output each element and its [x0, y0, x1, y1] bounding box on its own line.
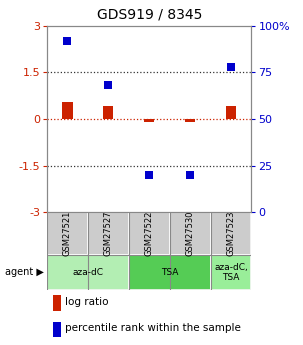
Bar [103, 106, 113, 119]
Bar [62, 102, 72, 119]
Text: GSM27523: GSM27523 [227, 211, 235, 256]
Text: TSA: TSA [161, 268, 178, 277]
Bar [88, 212, 129, 255]
Point [147, 172, 152, 178]
Text: GSM27522: GSM27522 [145, 211, 154, 256]
Bar [47, 212, 88, 255]
Bar [211, 255, 251, 290]
Bar [47, 255, 129, 290]
Bar [53, 322, 61, 337]
Text: aza-dC: aza-dC [72, 268, 103, 277]
Bar [129, 255, 211, 290]
Text: log ratio: log ratio [65, 297, 109, 307]
Bar [185, 119, 195, 122]
Bar [129, 212, 170, 255]
Text: GSM27521: GSM27521 [63, 211, 72, 256]
Text: GSM27527: GSM27527 [104, 211, 113, 256]
Bar [226, 106, 236, 119]
Point [65, 38, 70, 43]
Bar [144, 119, 154, 121]
Text: percentile rank within the sample: percentile rank within the sample [65, 324, 241, 333]
Bar [170, 212, 211, 255]
Point [228, 64, 233, 70]
Bar [211, 212, 251, 255]
Point [106, 83, 111, 88]
Text: GSM27530: GSM27530 [186, 211, 195, 256]
Text: agent ▶: agent ▶ [5, 267, 44, 277]
Text: aza-dC,
TSA: aza-dC, TSA [214, 263, 248, 282]
Bar [53, 295, 61, 310]
Title: GDS919 / 8345: GDS919 / 8345 [97, 8, 202, 22]
Point [188, 172, 193, 178]
